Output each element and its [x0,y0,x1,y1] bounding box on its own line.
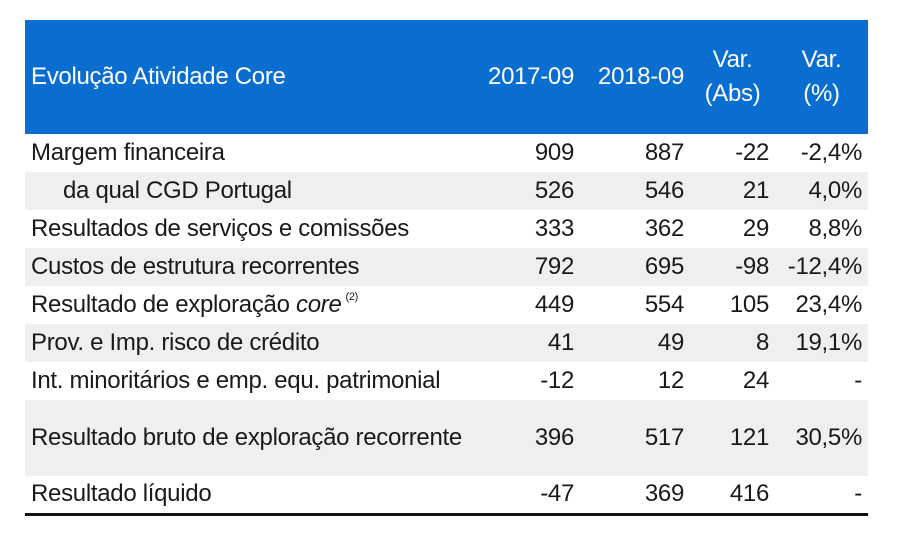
value-2018: 49 [657,329,684,356]
value-2018: 517 [644,424,684,451]
value-2017: 396 [534,424,574,451]
value-2018: 12 [657,367,684,394]
value-2018: 369 [580,476,690,516]
column-header-2017: 2017-09 [488,63,574,90]
table-row: Prov. e Imp. risco de crédito 41 49 8 19… [25,324,868,362]
table-title: Evolução Atividade Core [31,63,286,90]
value-2017: -12 [540,367,574,394]
row-label: Resultado líquido [25,476,480,516]
value-var-pct: 23,4% [795,291,862,318]
row-label: Resultados de serviços e comissões [31,215,409,242]
row-label: Custos de estrutura recorrentes [31,253,360,280]
value-var-pct: 8,8% [808,215,862,242]
var-abs-line1: Var. [712,46,753,73]
value-var-pct: 30,5% [795,424,862,451]
row-label-core: Resultado de exploração core (2) [25,286,480,324]
core-activity-table: Evolução Atividade Core 2017-09 2018-09 … [25,20,868,516]
value-var-abs: 24 [742,367,769,394]
value-2017: 526 [534,177,574,204]
table-row: Margem financeira 909 887 -22 -2,4% [25,134,868,172]
var-abs-line2: (Abs) [704,80,761,107]
value-var-abs: -98 [735,253,769,280]
row-label: da qual CGD Portugal [63,177,292,204]
row-label: Resultado bruto de exploração recorrente [31,424,462,451]
table-row: Resultado bruto de exploração recorrente… [25,400,868,476]
column-header-var-pct: Var. (%) [775,20,868,134]
row-label: Int. minoritários e emp. equ. patrimonia… [31,367,441,394]
value-var-abs: 29 [742,215,769,242]
value-2018: 887 [644,139,684,166]
table-row: Int. minoritários e emp. equ. patrimonia… [25,362,868,400]
row-label: Prov. e Imp. risco de crédito [31,329,320,356]
row-label: Resultado de exploração [31,291,290,318]
row-label-italic: core [296,291,342,318]
value-var-abs: 105 [729,291,769,318]
var-pct-line1: Var. [801,46,842,73]
value-2017: 792 [534,253,574,280]
table-row: Resultado de exploração core (2) 449 554 … [25,286,868,324]
table-row: Resultado líquido -47 369 416 - [25,476,868,516]
value-2017: 909 [534,139,574,166]
value-var-abs: -22 [735,139,769,166]
value-var-pct: - [854,367,862,394]
table-header-row: Evolução Atividade Core 2017-09 2018-09 … [25,20,868,134]
column-header-var-abs: Var. (Abs) [690,20,775,134]
row-label: Margem financeira [31,139,225,166]
value-var-abs: 21 [742,177,769,204]
value-var-pct: -2,4% [800,139,863,166]
value-2017: 449 [534,291,574,318]
value-2017: 41 [547,329,574,356]
value-2018: 695 [644,253,684,280]
value-2018: 546 [644,177,684,204]
value-var-pct: 19,1% [795,329,862,356]
table-row: da qual CGD Portugal 526 546 21 4,0% [25,172,868,210]
footnote-marker: (2) [345,291,359,303]
value-var-pct: 4,0% [808,177,862,204]
value-var-abs: 416 [690,476,775,516]
var-pct-line2: (%) [803,80,840,107]
core-activity-table-container: Evolução Atividade Core 2017-09 2018-09 … [25,20,868,516]
column-header-2018: 2018-09 [598,63,684,90]
value-var-abs: 8 [755,329,769,356]
value-2017: 333 [534,215,574,242]
value-var-pct: - [775,476,868,516]
value-2018: 554 [644,291,684,318]
value-var-abs: 121 [729,424,769,451]
value-var-pct: -12,4% [787,253,863,280]
table-row: Custos de estrutura recorrentes 792 695 … [25,248,868,286]
value-2017: -47 [480,476,580,516]
table-row: Resultados de serviços e comissões 333 3… [25,210,868,248]
value-2018: 362 [644,215,684,242]
